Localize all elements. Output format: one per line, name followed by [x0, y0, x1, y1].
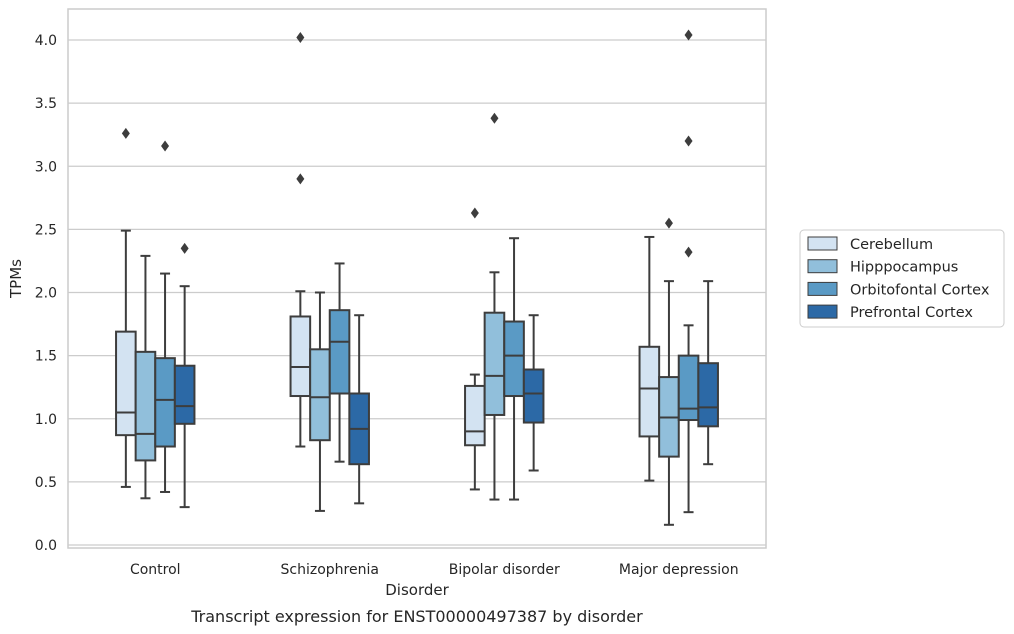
legend: Cerebellum Hipppocampus Orbitofontal Corte…	[799, 229, 1005, 328]
box-hipppocampus	[658, 217, 680, 526]
box-orbitofontal-cortex	[677, 29, 700, 514]
legend-swatch	[807, 236, 838, 251]
box-orbitofontal-cortex	[503, 237, 525, 501]
legend-swatch	[807, 281, 838, 296]
box-prefrontal-cortex	[173, 242, 196, 509]
chart-caption: Transcript expression for ENST0000049738…	[190, 607, 643, 626]
box-iqr	[483, 311, 506, 416]
legend-label: Prefrontal Cortex	[850, 305, 973, 321]
box-iqr	[677, 354, 700, 422]
box-iqr	[638, 345, 661, 438]
y-tick-label: 3.0	[35, 159, 57, 175]
y-tick-label: 2.5	[35, 222, 57, 238]
y-tick-label: 4.0	[35, 33, 57, 49]
outlier-point	[161, 140, 170, 152]
x-tick-label: Schizophrenia	[281, 562, 379, 578]
y-axis-title: TPMs	[7, 259, 25, 299]
box-iqr	[289, 315, 312, 398]
outlier-point	[684, 29, 693, 41]
plot-frame	[67, 8, 767, 549]
y-tick-label: 0.5	[35, 475, 57, 491]
box-iqr	[328, 309, 351, 395]
outlier-point	[296, 173, 305, 185]
box-hipppocampus	[309, 291, 331, 512]
box-prefrontal-cortex	[522, 314, 545, 472]
box-cerebellum	[289, 31, 312, 448]
box-hipppocampus	[483, 112, 506, 501]
x-tick-label: Control	[130, 562, 181, 578]
legend-swatch	[807, 259, 838, 274]
box-iqr	[154, 357, 176, 448]
outlier-point	[121, 127, 130, 139]
box-iqr	[522, 368, 545, 424]
box-iqr	[464, 384, 486, 447]
legend-label: Orbitofontal Cortex	[850, 282, 990, 298]
legend-label: Cerebellum	[850, 237, 933, 253]
box-groups	[115, 29, 719, 526]
box-prefrontal-cortex	[348, 314, 370, 505]
y-tick-label: 0.0	[35, 538, 57, 554]
box-iqr	[697, 362, 719, 428]
legend-label: Hipppocampus	[850, 260, 958, 276]
x-axis-ticks: Control Schizophrenia Bipolar disorder Majo…	[130, 562, 739, 578]
box-iqr	[173, 364, 196, 425]
x-axis-title: Disorder	[385, 581, 449, 599]
y-tick-label: 1.0	[35, 412, 57, 428]
box-prefrontal-cortex	[697, 280, 719, 466]
outlier-point	[684, 135, 693, 147]
box-iqr	[115, 330, 137, 437]
y-tick-label: 1.5	[35, 349, 57, 365]
box-orbitofontal-cortex	[328, 262, 351, 463]
box-iqr	[503, 320, 525, 398]
legend-swatch	[807, 304, 838, 319]
outlier-point	[490, 112, 499, 124]
legend-frame	[799, 229, 1005, 328]
y-axis-ticks: 0.0 0.5 1.0 1.5 2.0 2.5 3.0 3.5 4.0	[35, 33, 57, 554]
outlier-point	[684, 246, 693, 258]
outlier-point	[664, 217, 673, 229]
box-iqr	[309, 348, 331, 442]
box-iqr	[134, 350, 157, 462]
outlier-point	[180, 242, 189, 254]
y-tick-label: 3.5	[35, 96, 57, 112]
outlier-point	[296, 31, 305, 43]
x-tick-label: Bipolar disorder	[449, 562, 560, 578]
x-tick-label: Major depression	[619, 562, 739, 578]
outlier-point	[470, 207, 479, 219]
y-tick-label: 2.0	[35, 286, 57, 302]
